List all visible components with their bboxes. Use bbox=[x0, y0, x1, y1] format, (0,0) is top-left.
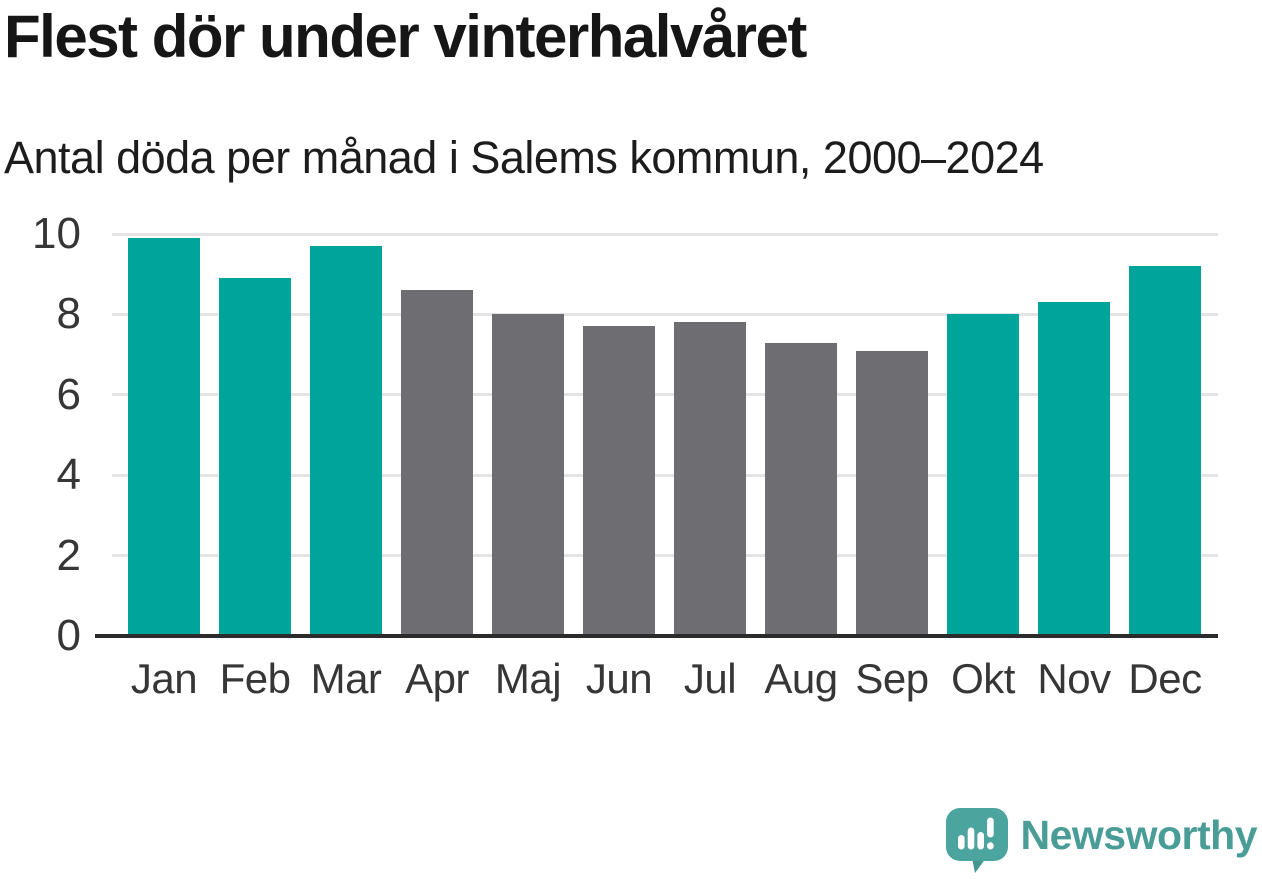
bar-aug bbox=[765, 342, 837, 636]
y-tick-label-4: 4 bbox=[56, 450, 81, 500]
gridline-6 bbox=[112, 393, 1218, 397]
x-tick-label: Jul bbox=[683, 655, 737, 702]
gridline-2 bbox=[112, 554, 1218, 558]
x-label-cell-aug: Aug bbox=[764, 655, 838, 703]
x-tick-label: Apr bbox=[405, 655, 469, 702]
gridline-10 bbox=[112, 232, 1218, 236]
y-tick-label-10: 10 bbox=[32, 209, 81, 258]
x-label-cell-mar: Mar bbox=[310, 655, 382, 703]
bar-jul bbox=[674, 322, 746, 636]
y-tick-label-8: 8 bbox=[56, 289, 81, 339]
x-tick-label: Nov bbox=[1037, 655, 1111, 702]
chart-subtitle: Antal döda per månad i Salems kommun, 20… bbox=[4, 132, 1044, 183]
bar-apr bbox=[401, 290, 473, 636]
x-tick-label: Jan bbox=[130, 655, 198, 702]
gridline-4 bbox=[112, 473, 1218, 477]
bars-row bbox=[112, 234, 1218, 636]
x-label-cell-jan: Jan bbox=[128, 655, 200, 703]
plot-area bbox=[95, 232, 1218, 638]
gridline-8 bbox=[112, 312, 1218, 316]
x-tick-label: Okt bbox=[951, 655, 1015, 702]
newsworthy-logo-icon bbox=[945, 808, 1008, 873]
x-tick-label: Mar bbox=[310, 655, 382, 702]
brand-name: Newsworthy bbox=[1020, 811, 1258, 858]
x-label-cell-maj: Maj bbox=[492, 655, 564, 703]
x-label-cell-jul: Jul bbox=[674, 655, 746, 703]
bar-nov bbox=[1038, 302, 1110, 636]
x-tick-label: Aug bbox=[764, 655, 838, 702]
x-label-cell-okt: Okt bbox=[947, 655, 1019, 703]
x-label-cell-feb: Feb bbox=[219, 655, 291, 703]
bar-jan bbox=[128, 238, 200, 636]
bar-feb bbox=[219, 278, 291, 636]
brand-footer: Newsworthy bbox=[945, 808, 1258, 874]
bar-mar bbox=[310, 246, 382, 636]
chart-title: Flest dör under vinterhalvåret bbox=[4, 3, 807, 70]
x-label-cell-sep: Sep bbox=[855, 655, 929, 703]
x-tick-label: Jun bbox=[585, 655, 653, 702]
x-axis-line bbox=[95, 634, 1218, 638]
x-tick-label: Sep bbox=[855, 655, 929, 702]
x-axis-labels: Jan Feb Mar Apr Maj Jun Jul Aug Sep Okt Nov Dec bbox=[112, 655, 1218, 703]
x-tick-label: Feb bbox=[219, 655, 291, 702]
y-axis-labels: 0 2 4 6 8 10 bbox=[0, 212, 96, 658]
x-tick-label: Maj bbox=[494, 655, 562, 702]
bar-maj bbox=[492, 314, 564, 636]
y-tick-label-2: 2 bbox=[56, 530, 81, 580]
bar-jun bbox=[583, 326, 655, 636]
bar-okt bbox=[947, 314, 1019, 636]
x-label-cell-dec: Dec bbox=[1128, 655, 1202, 703]
x-label-cell-jun: Jun bbox=[583, 655, 655, 703]
bar-sep bbox=[856, 350, 928, 636]
y-tick-label-0: 0 bbox=[56, 611, 81, 660]
x-tick-label: Dec bbox=[1128, 655, 1202, 702]
bar-dec bbox=[1129, 266, 1201, 636]
y-tick-label-6: 6 bbox=[56, 369, 81, 419]
x-label-cell-nov: Nov bbox=[1037, 655, 1111, 703]
x-label-cell-apr: Apr bbox=[401, 655, 473, 703]
